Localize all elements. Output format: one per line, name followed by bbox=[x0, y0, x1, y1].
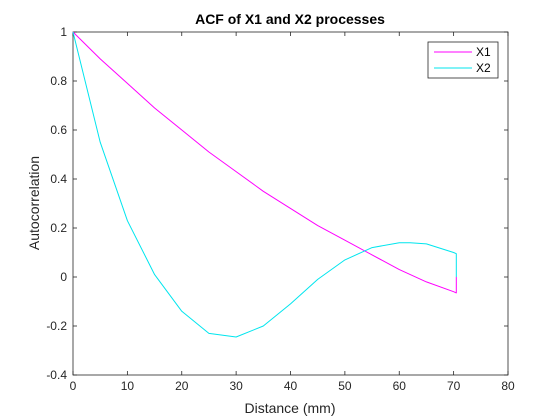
y-tick-label: -0.2 bbox=[46, 319, 67, 333]
y-tick-label: 0.2 bbox=[50, 221, 67, 235]
y-axis-title: Autocorrelation bbox=[26, 156, 42, 250]
y-tick-label: 1 bbox=[60, 25, 67, 39]
y-tick-label: -0.4 bbox=[46, 368, 67, 382]
legend-box bbox=[427, 41, 499, 79]
y-tick-label: 0.4 bbox=[50, 172, 67, 186]
x-tick-label: 50 bbox=[338, 379, 352, 393]
x-tick-label: 20 bbox=[175, 379, 189, 393]
x-tick-label: 40 bbox=[284, 379, 298, 393]
series-line-x1 bbox=[72, 31, 457, 294]
x-tick-label: 10 bbox=[121, 379, 135, 393]
chart-title: ACF of X1 and X2 processes bbox=[195, 11, 385, 27]
x-tick-label: 0 bbox=[70, 379, 77, 393]
x-axis-ticks: 0 10 20 30 40 50 60 70 80 bbox=[70, 32, 515, 393]
series-lines bbox=[72, 31, 457, 338]
x-axis-title: Distance (mm) bbox=[244, 400, 335, 416]
plot-area bbox=[72, 31, 509, 376]
y-axis-ticks: -0.4 -0.2 0 0.2 0.4 0.6 0.8 1 bbox=[46, 25, 508, 382]
x-tick-label: 30 bbox=[229, 379, 243, 393]
series-line-x2 bbox=[72, 31, 457, 338]
y-tick-label: 0.8 bbox=[50, 74, 67, 88]
legend-label-x1: X1 bbox=[476, 45, 491, 59]
x-tick-label: 60 bbox=[393, 379, 407, 393]
y-tick-label: 0 bbox=[60, 270, 67, 284]
x-tick-label: 70 bbox=[447, 379, 461, 393]
y-tick-label: 0.6 bbox=[50, 123, 67, 137]
x-tick-label: 80 bbox=[501, 379, 515, 393]
legend-label-x2: X2 bbox=[476, 61, 491, 75]
